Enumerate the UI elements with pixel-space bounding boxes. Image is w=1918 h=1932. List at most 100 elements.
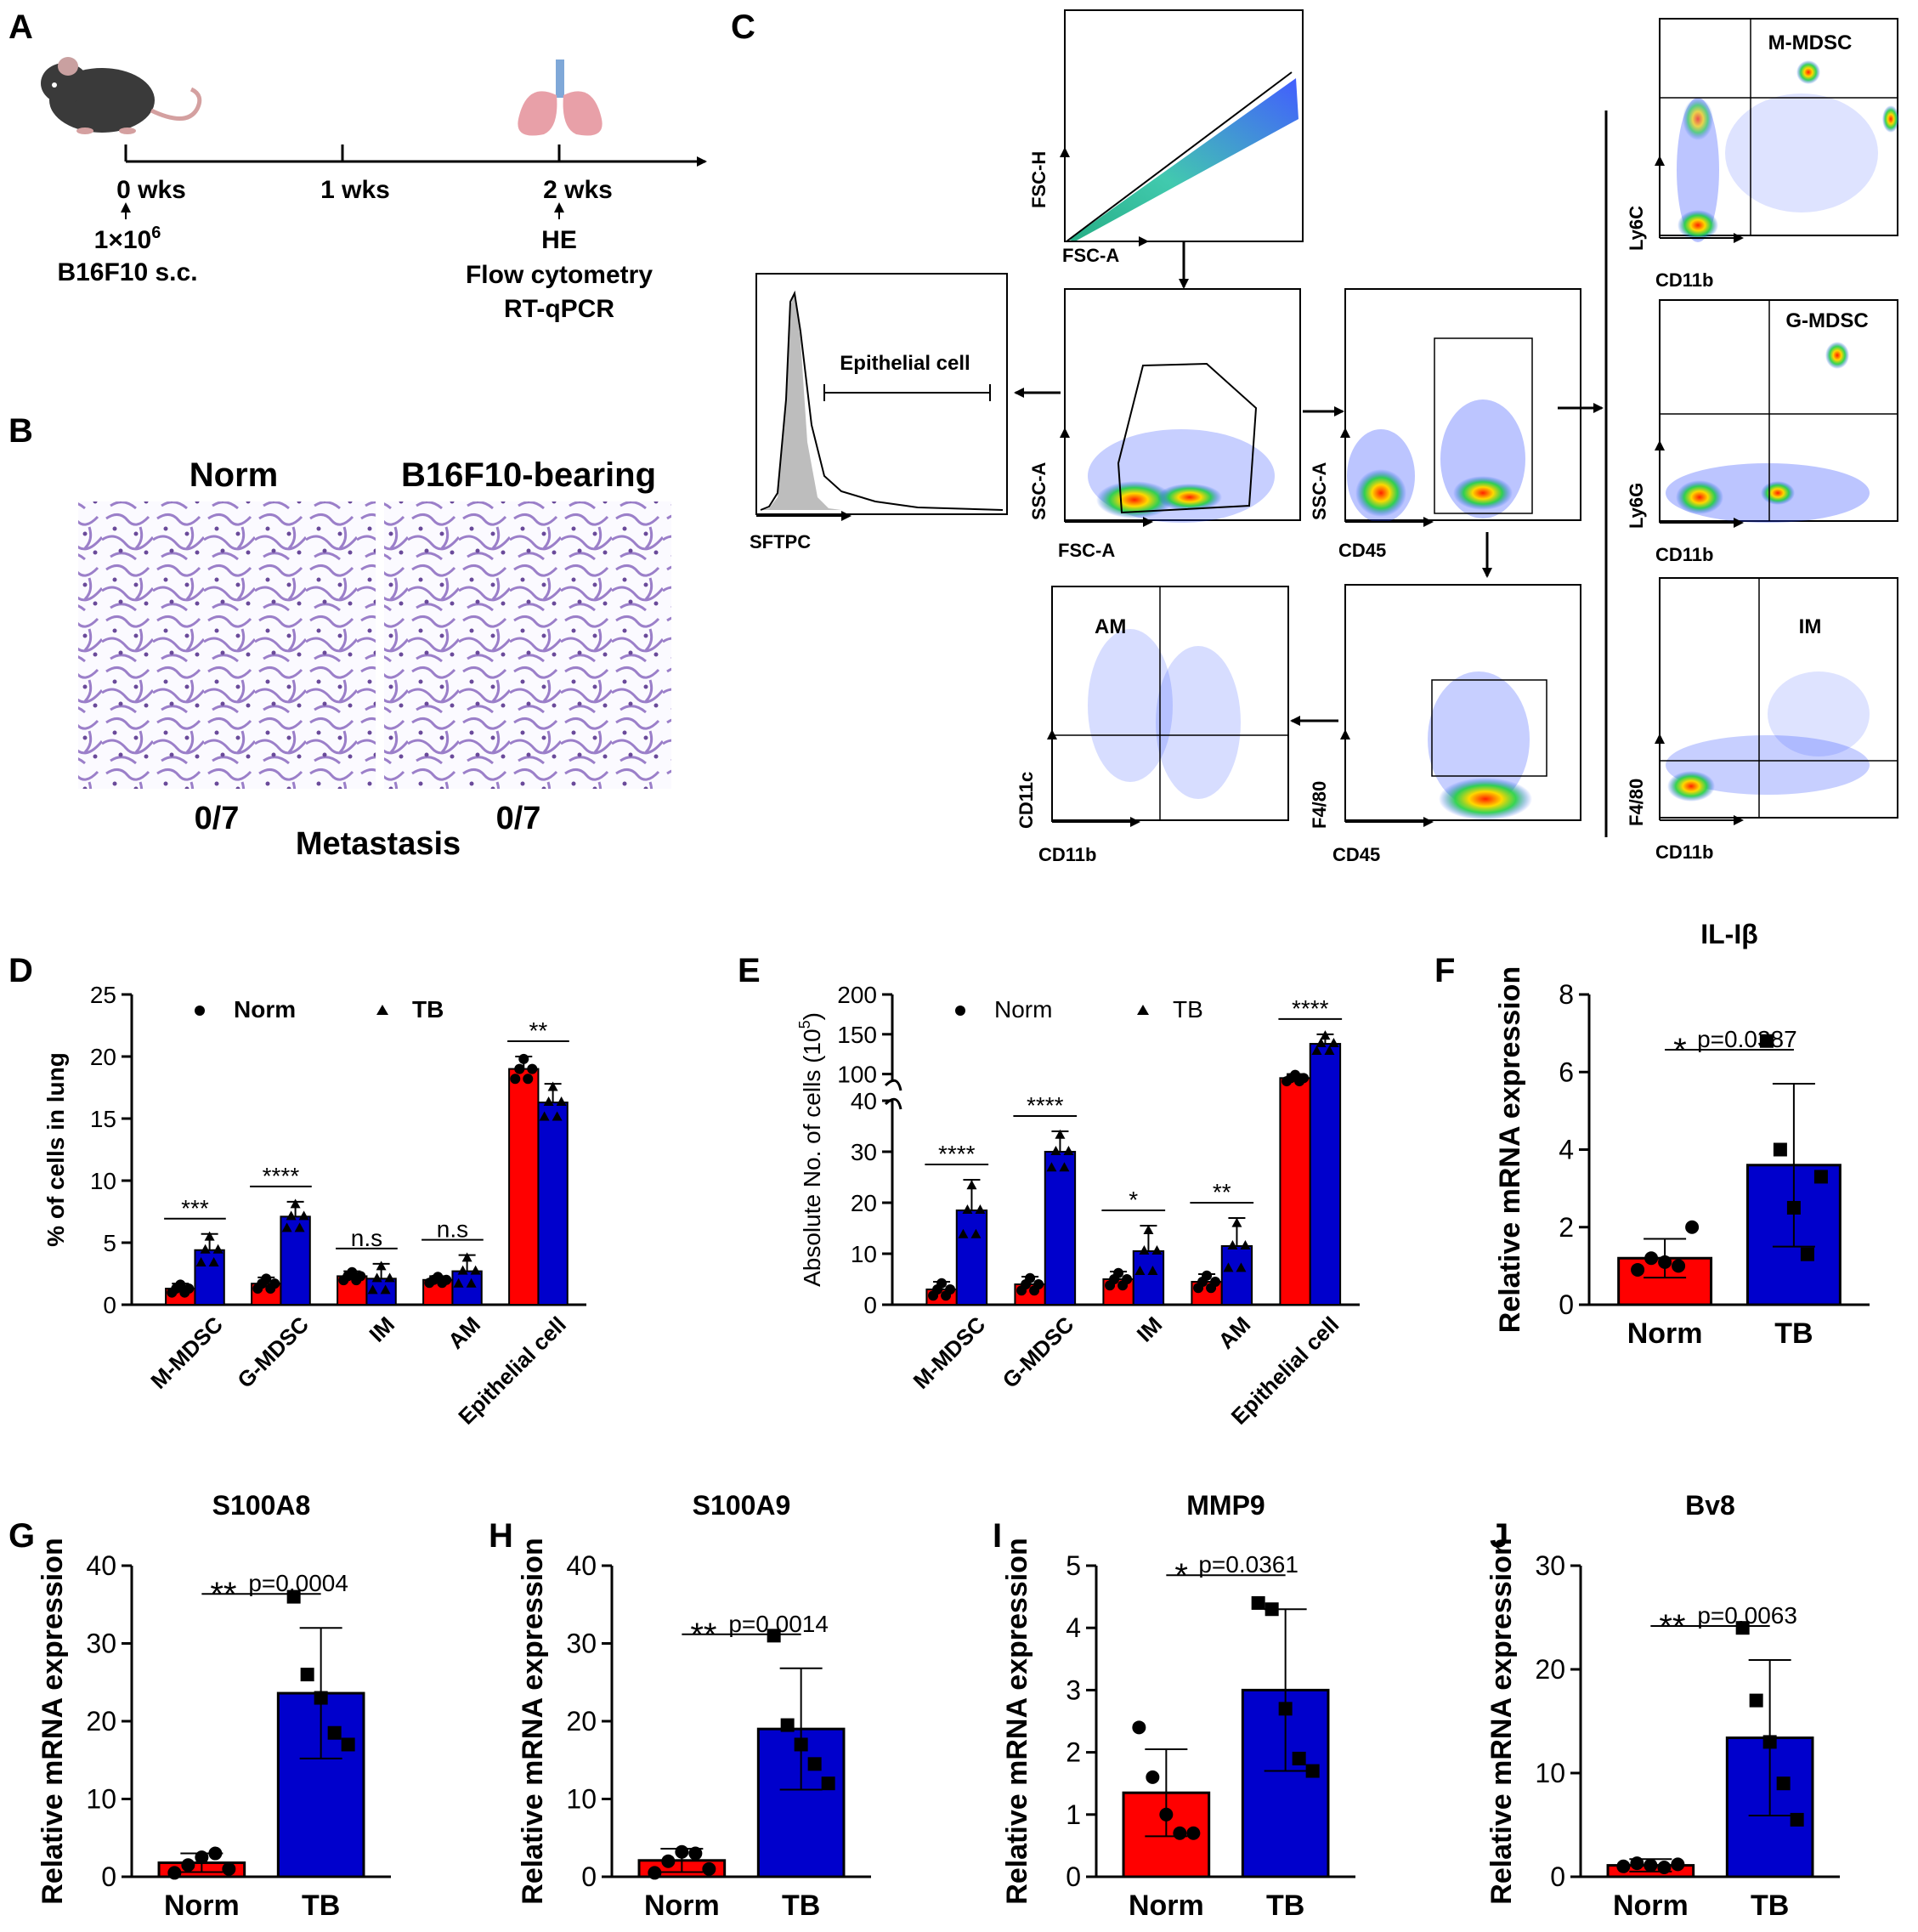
data-point-norm: [675, 1844, 689, 1859]
data-point-norm: [1159, 1807, 1174, 1822]
data-point-tb: [1776, 1776, 1791, 1791]
significance-label: *: [1129, 1187, 1138, 1213]
data-point-norm: [1033, 1279, 1044, 1289]
data-point-tb: [453, 1278, 464, 1288]
flow-plot-gmdsc: G-MDSC Ly6G CD11b: [1626, 299, 1898, 565]
significance-label: n.s: [437, 1216, 468, 1243]
data-point-tb: [384, 1272, 395, 1283]
data-point-tb: [1151, 1245, 1163, 1255]
y-axis-label: % of cells in lung: [42, 1052, 69, 1247]
significance-label: ****: [1292, 995, 1329, 1022]
data-point-tb: [1046, 1162, 1057, 1172]
panel-a-label: A: [8, 8, 33, 46]
p-value: p=0.0004: [248, 1570, 348, 1596]
data-point-norm: [1025, 1272, 1036, 1283]
legend-label-tb: TB: [412, 996, 444, 1023]
flow-xlabel-cells: FSC-A: [1058, 540, 1115, 561]
data-point-tb: [1324, 1045, 1335, 1056]
legend-label-norm: Norm: [234, 996, 296, 1023]
data-point-norm: [1644, 1251, 1659, 1266]
flow-xlabel-mmdsc: CD11b: [1655, 269, 1713, 291]
data-point-tb: [1786, 1200, 1801, 1215]
category-label: M-MDSC: [145, 1312, 228, 1394]
panel-label-e: E: [738, 952, 761, 989]
category-label: AM: [443, 1312, 485, 1354]
data-point-norm: [1298, 1073, 1310, 1084]
panel-label-j: J: [1490, 1517, 1508, 1555]
data-point-norm: [945, 1284, 956, 1295]
data-point-norm: [355, 1271, 366, 1282]
data-point-norm: [1113, 1267, 1124, 1278]
data-point-tb: [204, 1231, 215, 1241]
chart-panel-h: H S100A9 0 10 20 30 40 Relative mRNA expression…: [489, 1490, 871, 1922]
data-point-tb: [556, 1096, 567, 1107]
category-label: TB: [1774, 1317, 1813, 1350]
data-point-tb: [794, 1737, 808, 1752]
y-tick-label: 10: [90, 1168, 116, 1194]
y-tick-label: 40: [851, 1088, 877, 1114]
significance-stars: *: [1174, 1557, 1188, 1595]
panel-b: B Norm B16F10-bearing 0/7 0/7 Metastasis: [8, 412, 671, 862]
flow-xlabel-gmdsc: CD11b: [1655, 544, 1713, 565]
data-point-tb: [457, 1265, 468, 1275]
data-point-norm: [702, 1861, 716, 1876]
y-tick-label: 1: [1066, 1799, 1081, 1830]
data-point-norm: [1672, 1259, 1686, 1273]
axis-break-mark: [884, 1097, 902, 1110]
data-point-tb: [1790, 1812, 1804, 1827]
significance-label: n.s: [351, 1225, 382, 1251]
data-point-norm: [1685, 1220, 1700, 1234]
flow-xlabel-singlets: FSC-A: [1062, 245, 1119, 266]
data-point-norm: [661, 1854, 676, 1868]
bar-tb: [451, 1270, 483, 1306]
data-point-tb: [1050, 1146, 1061, 1155]
data-point-tb: [1735, 1621, 1750, 1635]
data-point-norm: [1671, 1857, 1685, 1872]
y-tick-label: 200: [837, 982, 877, 1008]
category-label: G-MDSC: [232, 1312, 314, 1393]
data-point-tb: [1059, 1162, 1070, 1172]
data-point-tb: [380, 1284, 391, 1295]
legend-marker-norm: [955, 1006, 965, 1016]
significance-stars: **: [690, 1617, 716, 1654]
data-point-tb: [298, 1210, 309, 1221]
y-tick-label: 0: [863, 1292, 877, 1318]
bar-tb: [1044, 1151, 1077, 1306]
data-point-norm: [648, 1866, 662, 1880]
assay-he: HE: [541, 226, 577, 254]
y-tick-label: 25: [90, 982, 116, 1008]
lung-icon: [518, 59, 603, 136]
data-point-tb: [281, 1222, 292, 1232]
legend-label-norm: Norm: [994, 996, 1052, 1023]
data-point-tb: [966, 1180, 977, 1190]
data-point-tb: [1305, 1764, 1320, 1778]
data-point-norm: [1644, 1858, 1658, 1873]
bar-tb: [537, 1102, 569, 1306]
data-point-tb: [962, 1204, 973, 1214]
chart-title: S100A9: [693, 1490, 791, 1521]
flow-ylabel-cells: SSC-A: [1028, 462, 1050, 520]
data-point-norm: [1657, 1861, 1672, 1875]
data-point-norm: [527, 1063, 538, 1074]
data-point-norm: [510, 1074, 521, 1085]
data-point-tb: [767, 1629, 781, 1643]
category-label: M-MDSC: [908, 1312, 991, 1394]
flow-plot-singlets: FSC-H FSC-A: [1028, 9, 1304, 266]
y-tick-label: 3: [1066, 1674, 1081, 1705]
significance-stars: **: [1659, 1608, 1685, 1646]
chart-panel-f: F IL-Iβ 0 2 4 6 8 Relative mRNA expression Norm T…: [1434, 919, 1870, 1350]
data-point-tb: [1749, 1693, 1763, 1708]
data-point-tb: [470, 1265, 481, 1275]
y-tick-label: 30: [851, 1139, 877, 1165]
data-point-tb: [1143, 1225, 1154, 1234]
data-point-tb: [1265, 1602, 1279, 1617]
data-point-tb: [208, 1256, 219, 1266]
data-point-tb: [821, 1776, 835, 1791]
flow-plot-mmdsc: M-MDSC Ly6C CD11b: [1626, 18, 1899, 291]
data-point-norm: [441, 1274, 452, 1285]
significance-label: **: [1213, 1179, 1231, 1205]
data-point-tb: [1227, 1240, 1238, 1249]
data-point-tb: [286, 1210, 297, 1221]
flow-plot-epithelial: Epithelial cell SFTPC: [750, 273, 1008, 552]
panel-a: A 0 wks 1 wks 2 wks 1×106 B16F10 s.c. HE…: [8, 8, 707, 323]
